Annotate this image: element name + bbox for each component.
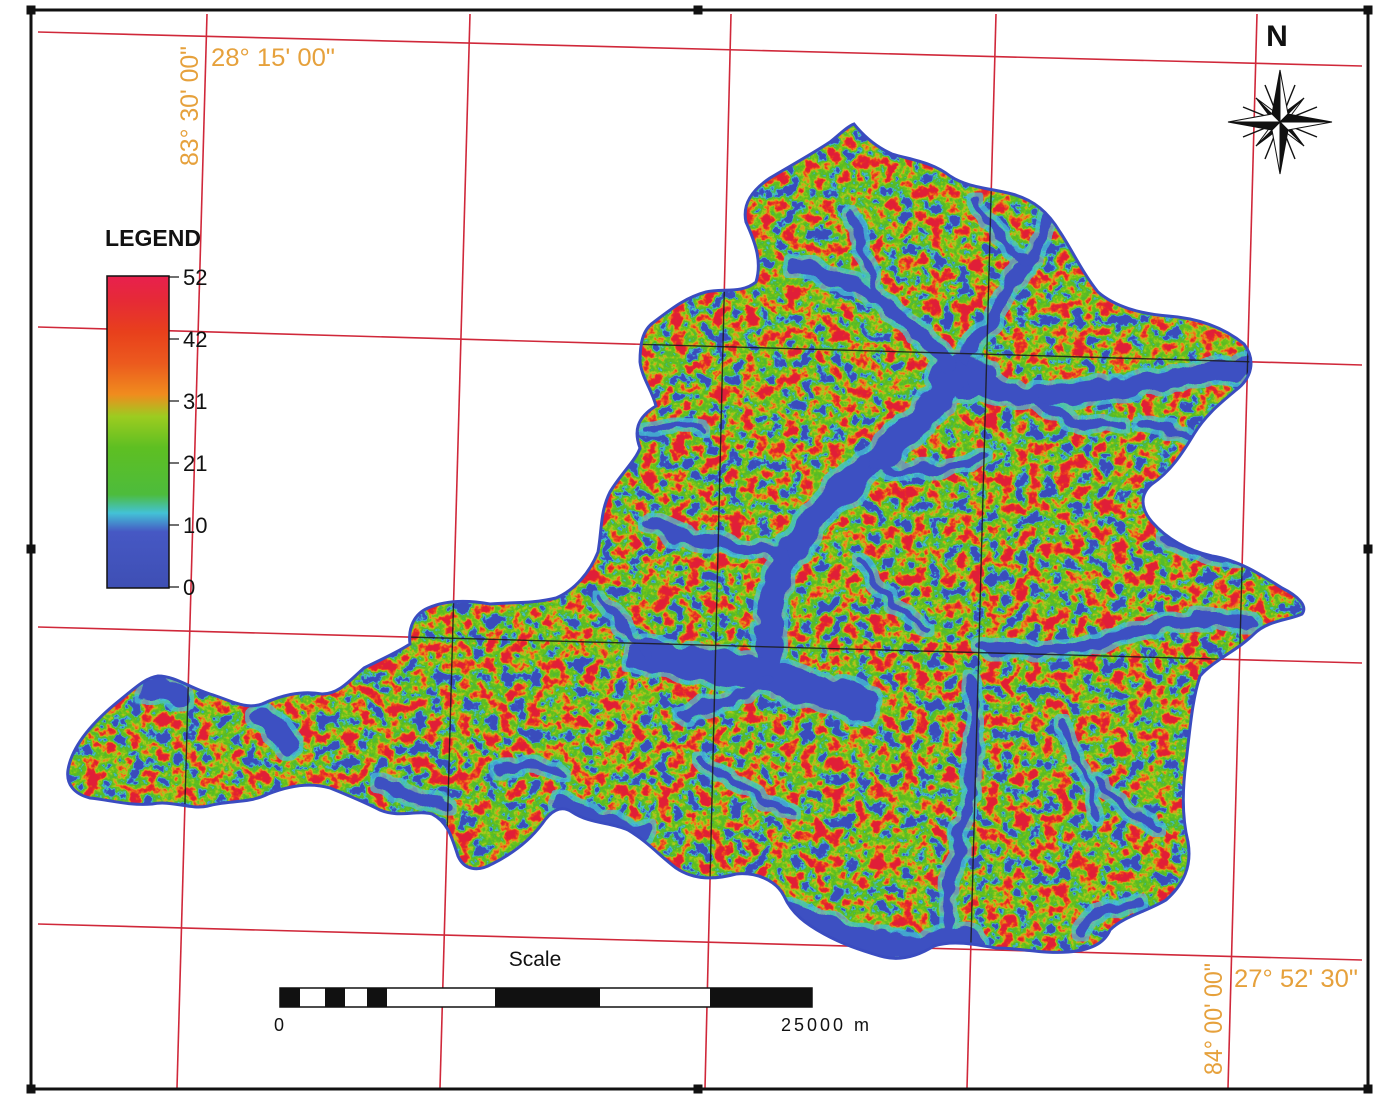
river-valley [642,422,706,436]
frame-handle [26,544,36,554]
scale-bar-outline [279,987,813,1008]
legend-tick-label: 21 [183,451,207,476]
map-frame [26,5,1373,1094]
scale: Scale 0 25000 m [274,948,869,1035]
scale-label-start: 0 [274,1015,284,1035]
north-arrow-icon [1227,69,1333,175]
legend-tick-label: 0 [183,575,195,600]
river-valley [941,675,980,949]
legend-title: LEGEND [105,225,201,251]
frame-handle [26,5,36,15]
legend-tick-label: 52 [183,265,207,290]
river-valley [857,557,933,633]
river-valley [848,210,884,306]
river-valley [493,760,567,777]
river-valley [553,797,649,839]
frame-handle [693,5,703,15]
coord-label-lon-left: 83° 30' 00" [176,46,204,166]
scale-segment [600,988,710,1007]
north-label: N [1266,20,1288,53]
legend: LEGEND 52 42 31 21 10 0 [105,225,207,600]
river-valley [247,705,301,757]
scale-segment [280,988,300,1007]
river-valley [1025,393,1129,431]
river-valley [1096,776,1164,834]
north-arrow: N [1227,20,1333,175]
river-valley [697,757,793,813]
scale-segment [495,988,600,1007]
coord-label-lat-top: 28° 15' 00" [211,44,335,72]
legend-tick-label: 42 [183,327,207,352]
scale-label-end: 25000 m [781,1015,869,1035]
legend-color-bar [106,275,170,589]
frame-handle [693,1084,703,1094]
scale-bar [279,987,813,1008]
river-valley [971,196,1030,268]
frame-handle [1363,544,1373,554]
graticule-line [37,31,1363,67]
river-valley [960,204,1056,362]
river-valley [678,674,772,722]
river-valley [642,514,792,562]
scale-segment [300,988,325,1007]
scale-segment [387,988,495,1007]
frame-handle [26,1084,36,1094]
river-valley [139,677,189,707]
river-valley [597,597,653,658]
scale-title: Scale [509,948,562,971]
frame-handle [1363,1084,1373,1094]
frame-handle [1363,5,1373,15]
river-valley [948,356,1258,406]
river-valley [1057,717,1103,823]
graticule-line [176,13,208,1089]
river-valley [374,776,450,812]
graticule-line [1227,13,1258,1089]
graticule-line [439,13,471,1089]
graticule-line [37,923,1363,961]
river-valley [867,451,987,477]
scale-segment [345,988,367,1007]
coord-label-lat-bottom: 27° 52' 30" [1234,965,1358,993]
scale-segment [325,988,345,1007]
scale-segment [710,988,812,1007]
river-valley [975,613,1257,658]
graticule-line-interior [966,124,997,959]
coord-label-lon-right: 84° 00' 00" [1200,963,1228,1075]
river-valley [753,359,971,693]
scale-segment [367,988,387,1007]
legend-tick-label: 10 [183,513,207,538]
legend-tick-label: 31 [183,389,207,414]
river-valley [1075,897,1141,937]
